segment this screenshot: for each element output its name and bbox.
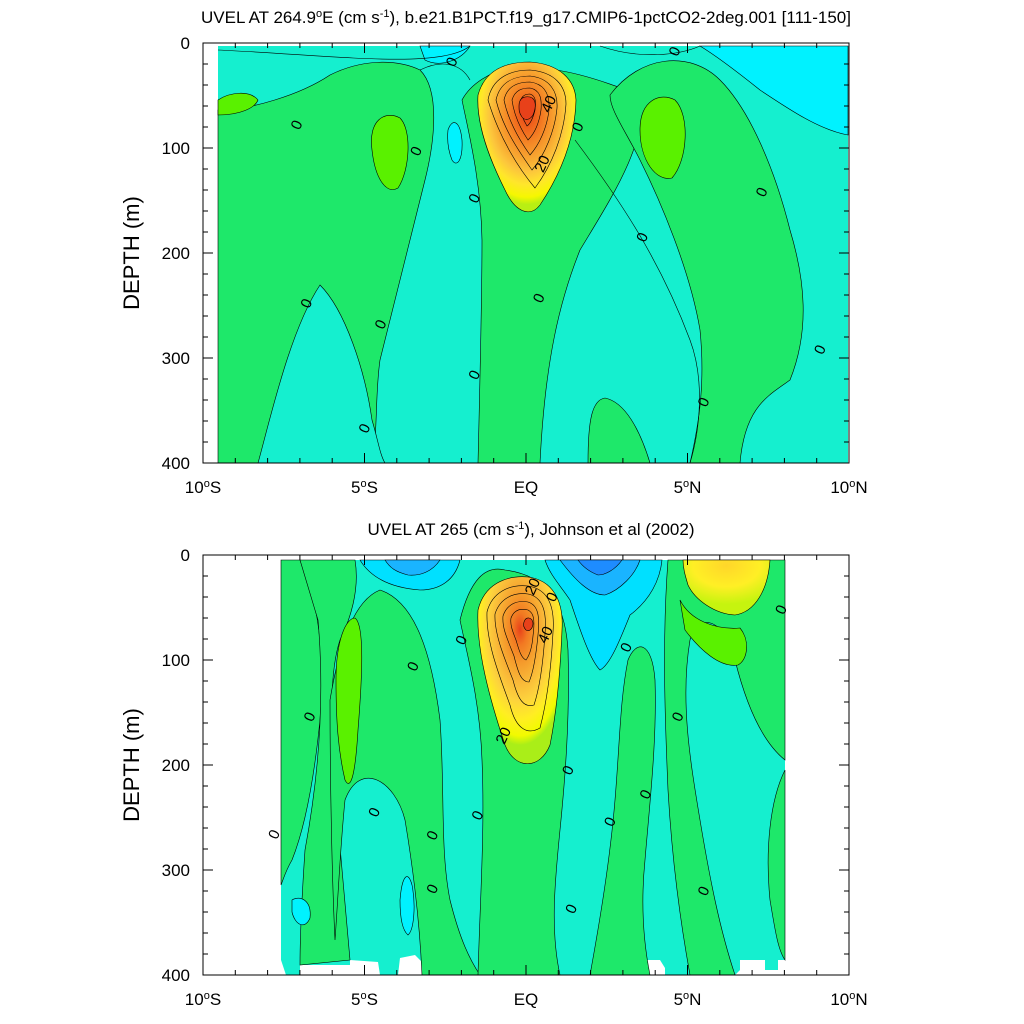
contour-fill [589,646,656,975]
undercurrent-core [477,61,577,213]
x-tick-label: 10oS [185,990,221,1009]
x-tick-label: 5oN [674,478,702,497]
x-tick-label: 5oN [674,990,702,1009]
contour-fill [329,589,481,975]
x-tick-label: 10oN [830,990,867,1009]
contour-fill [217,92,259,116]
x-tick-label: EQ [514,990,539,1009]
contour-label: 20 [531,153,553,175]
axis-ticks: 0 100 200 300 400 10oS 5oS EQ 5oN 10oN [162,34,868,497]
y-tick-label: 400 [162,454,190,473]
x-tick-label: 10oS [185,478,221,497]
y-tick-label: 300 [162,861,190,880]
contour-fill [559,559,641,596]
contour-fill [679,599,747,666]
contour-fill [544,559,663,671]
axis-ticks: 0 100 200 300 400 10oS 5oS EQ 5oN 10oN [162,546,868,1009]
contour-label: 20 [493,725,515,747]
panel-bottom: UVEL AT 265 (cm s-1), Johnson et al (200… [119,520,868,1009]
panel-title: UVEL AT 264.9oE (cm s-1), b.e21.B1PCT.f1… [201,8,851,27]
y-tick-label: 100 [162,139,190,158]
x-tick-label: 10oN [830,478,867,497]
y-axis-label: DEPTH (m) [119,708,144,822]
core-maximum [518,96,536,120]
contour-field [203,43,849,463]
y-tick-label: 100 [162,651,190,670]
y-tick-label: 200 [162,756,190,775]
y-axis-label: DEPTH (m) [119,196,144,310]
y-tick-label: 400 [162,966,190,985]
y-tick-label: 200 [162,244,190,263]
contour-fill [335,617,363,784]
y-tick-label: 300 [162,349,190,368]
x-tick-label: EQ [514,478,539,497]
contour-fill [399,876,415,936]
core-maximum [523,617,534,631]
contour-fill [767,769,786,961]
contour-fill [682,559,771,616]
contour-label: 40 [535,624,557,646]
contour-fill [384,559,441,576]
contour-fill [577,559,623,576]
contour-fill [587,397,651,463]
y-tick-label: 0 [181,546,190,565]
y-tick-label: 0 [181,34,190,53]
panel-top: UVEL AT 264.9oE (cm s-1), b.e21.B1PCT.f1… [119,8,868,497]
x-tick-label: 5oS [351,990,378,1009]
x-tick-label: 5oS [351,478,378,497]
contour-fill [371,115,409,190]
contour-fill [447,122,463,164]
contour-label: 20 [522,576,544,598]
panel-title: UVEL AT 265 (cm s-1), Johnson et al (200… [368,520,695,539]
contour-fill [698,45,849,136]
contour-fill [639,96,686,179]
undercurrent-core [477,576,563,764]
contour-label: 40 [538,93,560,115]
contour-fill [257,284,386,463]
contour-field [203,555,849,975]
contour-fill [291,897,311,926]
